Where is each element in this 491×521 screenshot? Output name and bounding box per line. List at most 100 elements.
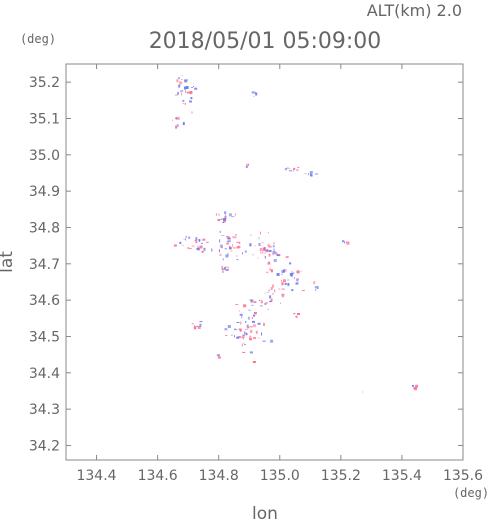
y-tick-label: 35.1 xyxy=(29,111,60,127)
echo-point xyxy=(219,249,220,253)
echo-point xyxy=(177,77,180,80)
echo-point xyxy=(342,240,345,243)
echo-point xyxy=(236,255,238,257)
echo-point xyxy=(250,329,253,333)
echo-point xyxy=(249,338,252,341)
echo-point xyxy=(261,332,262,336)
echo-point xyxy=(344,241,345,244)
echo-point xyxy=(219,239,221,243)
echo-point xyxy=(252,361,256,363)
echo-point xyxy=(194,240,196,241)
echo-point xyxy=(222,222,225,223)
echo-point xyxy=(295,315,298,318)
echo-point xyxy=(413,387,417,391)
echo-point xyxy=(265,302,268,304)
x-tick-label: 135.2 xyxy=(321,468,361,484)
echo-point xyxy=(266,291,269,293)
y-tick-label: 34.2 xyxy=(29,438,60,454)
echo-point xyxy=(233,236,237,239)
echo-point xyxy=(274,289,276,293)
echo-point xyxy=(253,337,257,339)
echo-point xyxy=(180,90,184,92)
echo-point xyxy=(260,251,262,254)
echo-point xyxy=(173,244,177,247)
y-tick-label: 34.9 xyxy=(29,184,60,200)
echo-point xyxy=(243,332,247,334)
subtitle: ALT(km) 2.0 xyxy=(367,1,462,20)
x-tick-label: 135.6 xyxy=(443,468,483,484)
echo-point xyxy=(184,102,186,105)
echo-point xyxy=(198,239,201,242)
x-tick-label: 134.8 xyxy=(199,468,239,484)
echo-point xyxy=(241,336,245,339)
echo-point xyxy=(195,241,198,244)
y-tick-label: 34.6 xyxy=(29,293,60,309)
x-tick-label: 134.6 xyxy=(138,468,178,484)
echo-point xyxy=(229,245,231,249)
echo-point xyxy=(215,213,217,216)
echo-point xyxy=(258,237,260,240)
echo-point xyxy=(235,234,237,236)
echo-point xyxy=(226,235,230,238)
echo-point xyxy=(176,116,180,120)
echo-point xyxy=(289,168,291,170)
echo-point xyxy=(236,322,240,323)
echo-point xyxy=(242,338,244,340)
y-tick-label: 35.0 xyxy=(29,148,60,164)
echo-point xyxy=(240,321,242,325)
echo-point xyxy=(225,254,229,258)
echo-point xyxy=(241,315,243,319)
echo-point xyxy=(227,266,229,270)
echo-point xyxy=(237,245,241,248)
x-tick-label: 135.4 xyxy=(382,468,422,484)
echo-point xyxy=(197,245,199,249)
x-tick-label: 134.4 xyxy=(76,468,116,484)
echo-point xyxy=(301,290,305,292)
echo-point xyxy=(291,272,295,275)
echo-point xyxy=(258,337,260,339)
echo-point xyxy=(185,238,187,241)
echo-point xyxy=(191,323,194,325)
echo-point xyxy=(248,309,251,311)
echo-point xyxy=(268,250,272,252)
echo-point xyxy=(291,270,293,272)
echo-point xyxy=(415,384,419,388)
echo-point xyxy=(254,245,256,247)
y-tick-label: 34.5 xyxy=(29,329,60,345)
y-tick-label: 34.8 xyxy=(29,220,60,236)
echo-point xyxy=(296,278,299,281)
echo-point xyxy=(217,219,221,221)
echo-point xyxy=(274,251,277,255)
echo-point xyxy=(179,241,182,244)
echo-point xyxy=(203,247,206,251)
echo-point xyxy=(176,79,179,83)
echo-point xyxy=(272,245,275,248)
radar-echo-points xyxy=(172,75,419,393)
echo-point xyxy=(249,335,252,339)
y-tick-label: 35.2 xyxy=(29,75,60,91)
echo-point xyxy=(196,325,198,327)
echo-point xyxy=(182,244,184,246)
echo-point xyxy=(217,356,221,359)
echo-point xyxy=(243,344,246,345)
echo-point xyxy=(270,339,274,343)
echo-point xyxy=(230,247,232,250)
echo-point xyxy=(269,295,272,299)
y-tick-label: 34.4 xyxy=(29,366,60,382)
echo-point xyxy=(193,86,194,87)
echo-point xyxy=(243,304,247,308)
echo-point xyxy=(191,86,194,88)
plot-frame xyxy=(65,63,464,461)
echo-point xyxy=(287,279,290,281)
echo-point xyxy=(226,243,230,245)
echo-point xyxy=(267,243,270,247)
echo-point xyxy=(244,328,248,330)
echo-point xyxy=(269,301,272,303)
echo-point xyxy=(234,329,238,331)
echo-point xyxy=(258,243,261,246)
echo-point xyxy=(412,384,414,387)
echo-point xyxy=(187,247,190,250)
echo-point xyxy=(263,247,265,249)
echo-point xyxy=(244,250,247,253)
echo-point xyxy=(260,300,263,304)
